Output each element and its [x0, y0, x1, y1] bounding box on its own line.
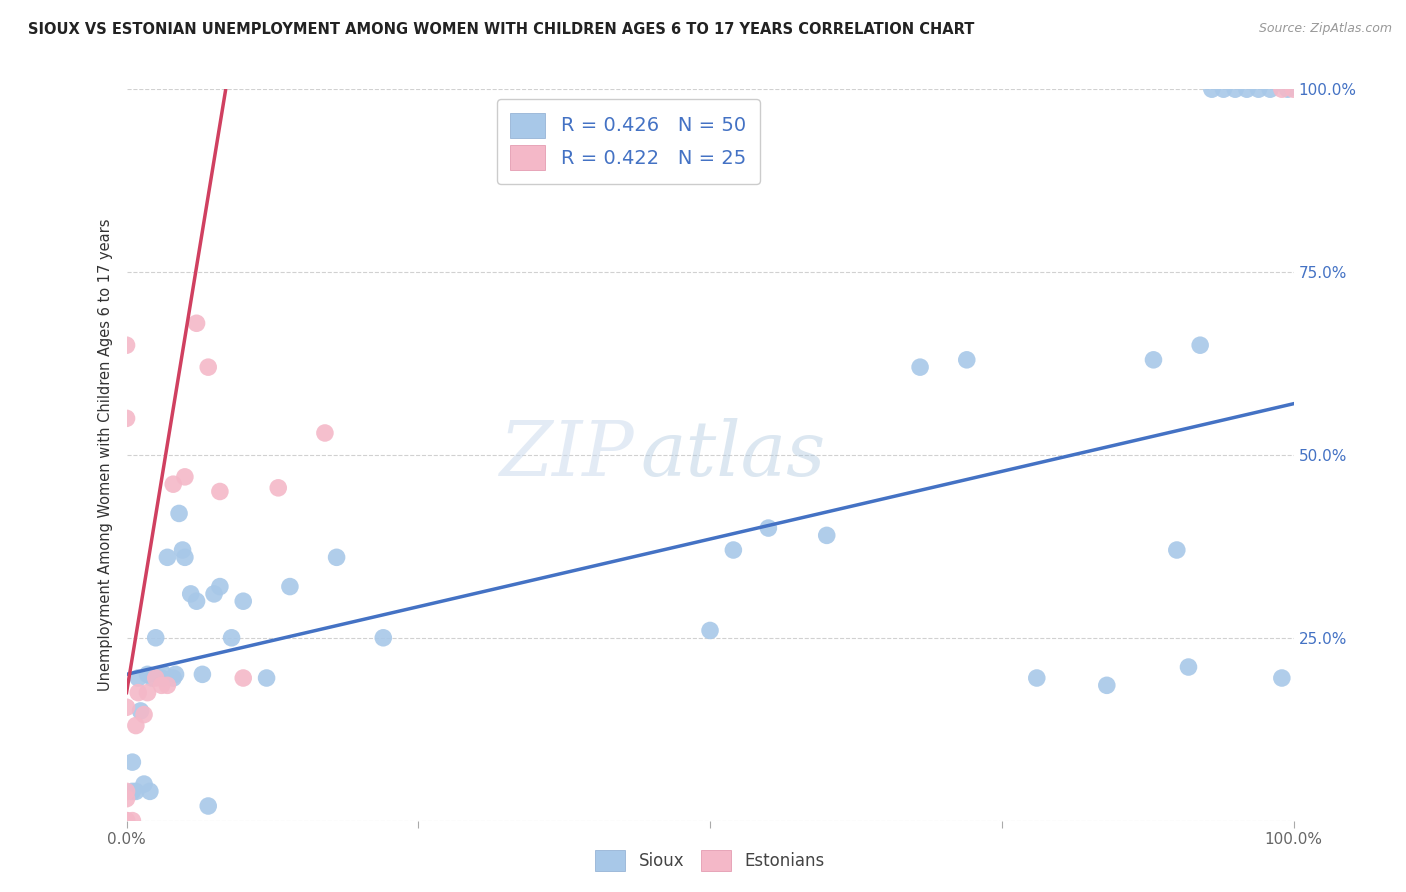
- Point: [121, 814, 143, 828]
- Point: [256, 671, 278, 685]
- Point: [373, 631, 395, 645]
- Point: [156, 550, 179, 565]
- Point: [150, 678, 173, 692]
- Point: [132, 707, 155, 722]
- Point: [115, 784, 138, 798]
- Point: [115, 411, 138, 425]
- Point: [167, 507, 190, 521]
- Point: [1212, 82, 1234, 96]
- Point: [174, 550, 197, 565]
- Point: [1271, 671, 1294, 685]
- Point: [132, 777, 155, 791]
- Point: [115, 700, 138, 714]
- Point: [278, 580, 301, 594]
- Point: [162, 477, 184, 491]
- Point: [180, 587, 202, 601]
- Point: [815, 528, 838, 542]
- Point: [150, 671, 173, 685]
- Point: [325, 550, 347, 565]
- Point: [208, 484, 231, 499]
- Point: [162, 671, 184, 685]
- Point: [314, 425, 336, 440]
- Point: [156, 678, 179, 692]
- Point: [1189, 338, 1212, 352]
- Point: [1177, 660, 1199, 674]
- Point: [1258, 82, 1281, 96]
- Point: [202, 587, 225, 601]
- Point: [115, 338, 138, 352]
- Point: [145, 631, 167, 645]
- Point: [1166, 543, 1188, 558]
- Point: [136, 686, 159, 700]
- Point: [145, 671, 167, 685]
- Point: [232, 671, 254, 685]
- Point: [1236, 82, 1258, 96]
- Point: [1271, 82, 1294, 96]
- Point: [127, 686, 149, 700]
- Text: atlas: atlas: [640, 418, 825, 491]
- Point: [136, 667, 159, 681]
- Point: [174, 470, 197, 484]
- Point: [267, 481, 290, 495]
- Point: [141, 671, 163, 685]
- Point: [186, 316, 208, 330]
- Point: [197, 360, 219, 375]
- Point: [186, 594, 208, 608]
- Point: [121, 755, 143, 769]
- Point: [1277, 82, 1299, 96]
- Point: [1223, 82, 1246, 96]
- Point: [127, 671, 149, 685]
- Text: SIOUX VS ESTONIAN UNEMPLOYMENT AMONG WOMEN WITH CHILDREN AGES 6 TO 17 YEARS CORR: SIOUX VS ESTONIAN UNEMPLOYMENT AMONG WOM…: [28, 22, 974, 37]
- Point: [208, 580, 231, 594]
- Point: [1095, 678, 1118, 692]
- Point: [908, 360, 931, 375]
- Point: [723, 543, 745, 558]
- Point: [125, 784, 148, 798]
- Point: [121, 784, 143, 798]
- Point: [129, 704, 152, 718]
- Legend: Sioux, Estonians: Sioux, Estonians: [589, 844, 831, 878]
- Point: [1201, 82, 1223, 96]
- Point: [1282, 82, 1305, 96]
- Point: [115, 814, 138, 828]
- Point: [115, 791, 138, 805]
- Point: [232, 594, 254, 608]
- Point: [115, 814, 138, 828]
- Point: [1247, 82, 1270, 96]
- Text: ZIP: ZIP: [499, 418, 634, 491]
- Point: [221, 631, 243, 645]
- Point: [139, 784, 162, 798]
- Text: Source: ZipAtlas.com: Source: ZipAtlas.com: [1258, 22, 1392, 36]
- Point: [756, 521, 779, 535]
- Point: [172, 543, 194, 558]
- Point: [699, 624, 721, 638]
- Point: [1025, 671, 1047, 685]
- Point: [956, 352, 979, 367]
- Y-axis label: Unemployment Among Women with Children Ages 6 to 17 years: Unemployment Among Women with Children A…: [97, 219, 112, 691]
- Point: [191, 667, 214, 681]
- Point: [153, 667, 176, 681]
- Point: [165, 667, 187, 681]
- Point: [1142, 352, 1164, 367]
- Point: [197, 799, 219, 814]
- Point: [125, 718, 148, 732]
